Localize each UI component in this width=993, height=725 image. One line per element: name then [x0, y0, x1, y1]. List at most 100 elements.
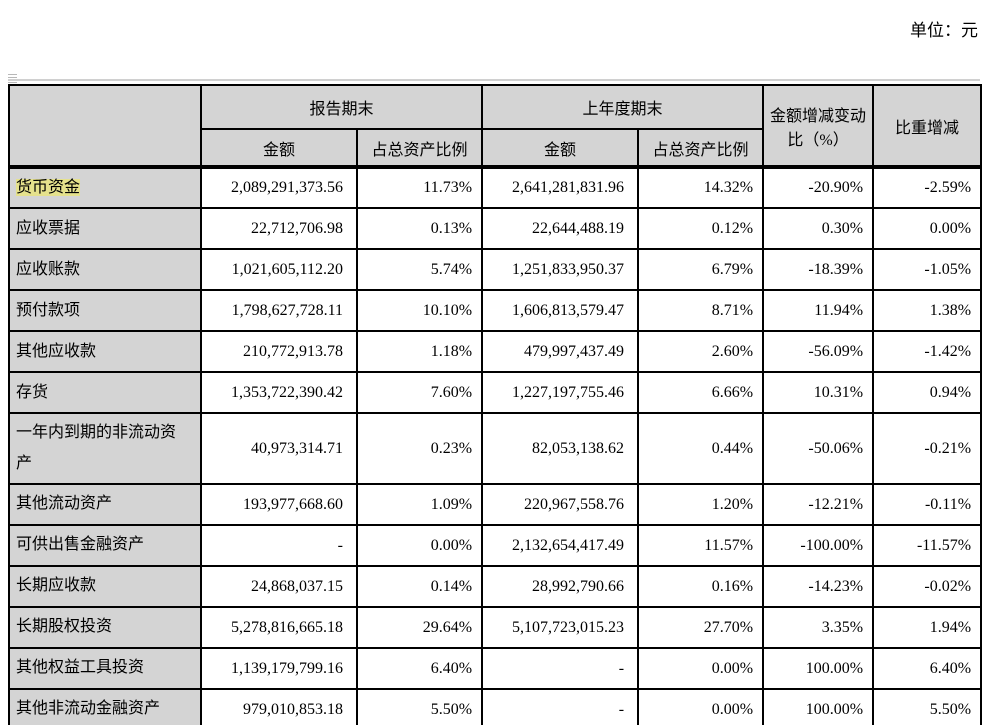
current-amount-cell: 40,973,314.71 — [200, 412, 358, 486]
pct-of-assets-header-prior: 占总资产比例 — [637, 128, 765, 169]
prior-amount-cell: 28,992,790.66 — [481, 565, 640, 609]
prior-pct-cell: 0.12% — [637, 207, 765, 251]
table-row: 其他非流动金融资产 979,010,853.18 5.50% -0.00% 100.00… — [8, 688, 983, 725]
table-row: 其他权益工具投资 1,139,179,799.16 6.40% -0.00% 100.0… — [8, 647, 983, 691]
prior-pct-cell: 1.20% — [637, 483, 765, 527]
label-text: 预付款项 — [16, 301, 81, 319]
current-amount-cell: 979,010,853.18 — [200, 688, 358, 725]
weight-change-cell: 6.40% — [872, 647, 983, 691]
amount-header-prior: 金额 — [481, 128, 640, 169]
table-row: 一年内到期的非流动资产 40,973,314.71 0.23% 82,053,138.… — [8, 412, 983, 486]
header-group-row: 报告期末 上年度期末 金额增减变动比（%） 比重增减 — [8, 84, 983, 169]
table-row: 长期应收款 24,868,037.15 0.14% 28,992,790.66 0.16… — [8, 565, 983, 609]
table-row: 存货 1,353,722,390.42 7.60% 1,227,197,755.46 6… — [8, 371, 983, 415]
prior-amount-cell: 82,053,138.62 — [481, 412, 640, 486]
prior-pct-cell: 8.71% — [637, 289, 765, 333]
prior-pct-cell: 0.00% — [637, 688, 765, 725]
current-pct-cell: 29.64% — [355, 606, 484, 650]
table-row: 其他应收款 210,772,913.78 1.18% 479,997,437.49 2.… — [8, 330, 983, 374]
prior-amount-cell: 220,967,558.76 — [481, 483, 640, 527]
weight-change-cell: -2.59% — [872, 165, 983, 210]
unit-label: 单位：元 — [910, 21, 978, 40]
prior-amount-cell: - — [481, 647, 640, 691]
current-amount-cell: 193,977,668.60 — [200, 483, 358, 527]
weight-change-cell: 0.00% — [872, 207, 983, 251]
prior-amount-cell: 1,251,833,950.37 — [481, 248, 640, 292]
prior-amount-cell: 2,132,654,417.49 — [481, 524, 640, 568]
current-amount-cell: 22,712,706.98 — [200, 207, 358, 251]
amount-change-cell: 100.00% — [762, 647, 875, 691]
weight-change-cell: 5.50% — [872, 688, 983, 725]
table-row: 货币资金 2,089,291,373.56 11.73% 2,641,281,831.… — [8, 165, 983, 210]
prior-pct-cell: 0.44% — [637, 412, 765, 486]
amount-header-current: 金额 — [200, 128, 358, 169]
label-text: 其他权益工具投资 — [16, 659, 145, 677]
label-text: 存货 — [16, 383, 49, 401]
prior-pct-cell: 0.00% — [637, 647, 765, 691]
weight-change-cell: 0.94% — [872, 371, 983, 415]
prior-amount-cell: 2,641,281,831.96 — [481, 165, 640, 210]
row-label: 长期股权投资 — [8, 606, 202, 650]
label-text: 应收票据 — [16, 219, 81, 237]
current-amount-cell: 1,139,179,799.16 — [200, 647, 358, 691]
weight-change-cell: -11.57% — [872, 524, 983, 568]
weight-change-header: 比重增减 — [872, 84, 983, 169]
current-pct-cell: 0.23% — [355, 412, 484, 486]
header-sub-row: 金额 占总资产比例 金额 占总资产比例 — [9, 128, 981, 169]
current-pct-cell: 11.73% — [355, 165, 484, 210]
prior-pct-cell: 27.70% — [637, 606, 765, 650]
table-row: 预付款项 1,798,627,728.11 10.10% 1,606,813,579.… — [8, 289, 983, 333]
current-amount-cell: 1,021,605,112.20 — [200, 248, 358, 292]
amount-change-header: 金额增减变动比（%） — [762, 84, 875, 169]
current-pct-cell: 7.60% — [355, 371, 484, 415]
prior-pct-cell: 0.16% — [637, 565, 765, 609]
prior-amount-cell: 479,997,437.49 — [481, 330, 640, 374]
highlighted-label-text: 货币资金 — [16, 179, 81, 196]
label-text: 其他非流动金融资产 — [16, 700, 161, 718]
weight-change-cell: -0.11% — [872, 483, 983, 527]
prior-amount-cell: - — [481, 688, 640, 725]
amount-change-cell: 11.94% — [762, 289, 875, 333]
row-label: 其他非流动金融资产 — [8, 688, 202, 725]
current-amount-cell: 5,278,816,665.18 — [200, 606, 358, 650]
table-row: 应收账款 1,021,605,112.20 5.74% 1,251,833,950.3… — [8, 248, 983, 292]
weight-change-cell: 1.94% — [872, 606, 983, 650]
label-text: 应收账款 — [16, 260, 81, 278]
current-pct-cell: 1.18% — [355, 330, 484, 374]
prior-amount-cell: 1,606,813,579.47 — [481, 289, 640, 333]
prior-pct-cell: 14.32% — [637, 165, 765, 210]
weight-change-cell: -1.05% — [872, 248, 983, 292]
current-amount-cell: - — [200, 524, 358, 568]
weight-change-cell: -0.21% — [872, 412, 983, 486]
prior-pct-cell: 6.66% — [637, 371, 765, 415]
label-text: 长期应收款 — [16, 577, 97, 595]
table-row: 应收票据 22,712,706.98 0.13% 22,644,488.19 0.12%… — [8, 207, 983, 251]
prior-amount-cell: 5,107,723,015.23 — [481, 606, 640, 650]
prior-amount-cell: 1,227,197,755.46 — [481, 371, 640, 415]
corner-header-cell — [8, 84, 202, 169]
label-text: 其他流动资产 — [16, 495, 113, 513]
table-row: 长期股权投资 5,278,816,665.18 29.64% 5,107,723,01… — [8, 606, 983, 650]
current-pct-cell: 0.13% — [355, 207, 484, 251]
current-pct-cell: 10.10% — [355, 289, 484, 333]
row-label: 存货 — [8, 371, 202, 415]
current-amount-cell: 1,798,627,728.11 — [200, 289, 358, 333]
current-amount-cell: 210,772,913.78 — [200, 330, 358, 374]
current-pct-cell: 5.74% — [355, 248, 484, 292]
current-pct-cell: 5.50% — [355, 688, 484, 725]
current-amount-cell: 24,868,037.15 — [200, 565, 358, 609]
table-row: 可供出售金融资产 -0.00% 2,132,654,417.49 11.57% -100… — [8, 524, 983, 568]
prior-pct-cell: 2.60% — [637, 330, 765, 374]
table-top-rule — [8, 79, 980, 81]
weight-change-cell: -1.42% — [872, 330, 983, 374]
amount-change-cell: -50.06% — [762, 412, 875, 486]
current-pct-cell: 0.14% — [355, 565, 484, 609]
label-text: 一年内到期的非流动资产 — [16, 424, 177, 472]
pct-of-assets-header-current: 占总资产比例 — [355, 128, 484, 169]
amount-change-cell: 100.00% — [762, 688, 875, 725]
table-row: 其他流动资产 193,977,668.60 1.09% 220,967,558.76 1… — [8, 483, 983, 527]
prior-amount-cell: 22,644,488.19 — [481, 207, 640, 251]
prior-pct-cell: 6.79% — [637, 248, 765, 292]
row-label: 应收票据 — [8, 207, 202, 251]
current-amount-cell: 2,089,291,373.56 — [200, 165, 358, 210]
